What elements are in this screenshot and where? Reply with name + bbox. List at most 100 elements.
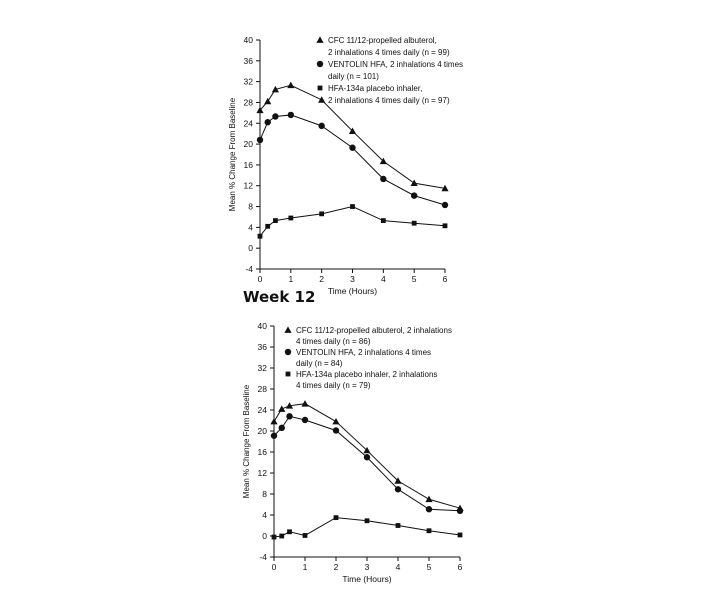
x-tick-label: 3	[350, 274, 355, 284]
y-tick-label: 20	[244, 139, 254, 149]
data-point-triangle	[318, 96, 326, 103]
y-tick-label: 12	[258, 468, 268, 478]
data-point-triangle	[278, 405, 286, 412]
data-point-circle	[256, 136, 264, 144]
y-tick-label: 36	[258, 342, 268, 352]
data-point-square	[364, 518, 370, 524]
data-point-circle	[394, 486, 402, 493]
data-point-square	[442, 223, 448, 229]
y-tick-label: -4	[245, 264, 253, 274]
data-point-circle	[456, 507, 464, 514]
legend-label: 4 times daily (n = 86)	[296, 337, 371, 346]
data-point-circle	[410, 192, 418, 199]
x-tick-label: 1	[288, 274, 293, 284]
x-tick-label: 5	[427, 562, 432, 572]
x-tick-label: 2	[319, 274, 324, 284]
data-point-triangle	[410, 179, 418, 187]
data-point-triangle	[270, 417, 278, 425]
data-point-square	[395, 523, 401, 528]
y-tick-label: 0	[248, 243, 253, 253]
legend-marker-square	[285, 371, 291, 377]
x-tick-label: 1	[303, 562, 308, 572]
y-tick-label: 12	[244, 181, 254, 191]
data-point-square	[287, 529, 292, 535]
data-point-circle	[287, 111, 295, 119]
y-tick-label: 32	[258, 363, 268, 373]
data-point-circle	[349, 144, 356, 151]
data-point-square	[273, 218, 278, 223]
legend-marker-triangle	[316, 36, 324, 43]
data-point-circle	[270, 432, 278, 439]
data-point-circle	[286, 413, 293, 420]
data-point-square	[271, 534, 277, 540]
data-point-triangle	[287, 81, 295, 89]
y-tick-label: 36	[244, 56, 254, 66]
legend-label: VENTOLIN HFA, 2 inhalations 4 times	[296, 348, 431, 357]
y-tick-label: 16	[244, 160, 254, 170]
data-point-triangle	[425, 495, 433, 503]
data-point-circle	[425, 506, 433, 513]
data-point-triangle	[379, 157, 387, 165]
legend-label: 2 inhalations 4 times daily (n = 99)	[328, 48, 450, 57]
y-tick-label: 8	[262, 489, 267, 499]
data-point-square	[265, 223, 271, 229]
legend-label: 4 times daily (n = 79)	[296, 381, 371, 390]
y-tick-label: 32	[244, 77, 254, 87]
x-tick-label: 3	[365, 562, 370, 572]
data-point-triangle	[256, 106, 264, 114]
y-tick-label: 8	[248, 202, 253, 212]
data-point-triangle	[264, 97, 272, 105]
y-tick-label: 28	[244, 97, 254, 107]
y-axis-label: Mean % Change From Baseline	[228, 97, 237, 211]
data-point-triangle	[348, 127, 357, 134]
data-point-square	[380, 218, 386, 223]
data-point-circle	[264, 119, 271, 126]
data-point-triangle	[301, 400, 309, 407]
legend-label: HFA-134a placebo inhaler,	[328, 84, 422, 93]
section-title-week-12: Week 12	[243, 288, 316, 306]
legend-label: CFC 11/12-propelled albuterol, 2 inhalat…	[296, 326, 452, 335]
data-point-circle	[301, 416, 309, 424]
data-point-square	[302, 533, 308, 538]
data-point-triangle	[394, 477, 402, 484]
series-line-circle	[273, 415, 461, 512]
y-tick-label: 4	[262, 510, 267, 520]
data-point-triangle	[332, 417, 340, 425]
data-point-triangle	[441, 184, 449, 192]
y-tick-label: 24	[244, 118, 254, 128]
legend-label: 2 inhalations 4 times daily (n = 97)	[328, 96, 450, 105]
x-tick-label: 4	[396, 562, 401, 572]
data-point-square	[257, 233, 263, 239]
y-tick-label: 24	[258, 405, 268, 415]
y-tick-label: 20	[258, 426, 268, 436]
data-point-circle	[380, 175, 387, 183]
data-point-triangle	[285, 402, 294, 409]
legend-label: daily (n = 101)	[328, 72, 379, 81]
y-tick-label: 40	[244, 35, 254, 45]
data-point-circle	[363, 454, 371, 461]
x-tick-label: 5	[412, 274, 417, 284]
x-tick-label: 0	[258, 274, 263, 284]
data-point-triangle	[271, 85, 280, 93]
x-tick-label: 0	[272, 562, 277, 572]
data-point-triangle	[363, 446, 371, 454]
data-point-square	[288, 215, 294, 221]
data-point-square	[411, 220, 417, 226]
legend-label: HFA-134a placebo inhaler, 2 inhalations	[296, 370, 437, 379]
x-tick-label: 2	[334, 562, 339, 572]
data-point-circle	[318, 122, 325, 130]
data-point-square	[457, 532, 463, 538]
x-axis-label: Time (Hours)	[342, 574, 391, 584]
x-tick-label: 4	[381, 274, 386, 284]
data-point-square	[350, 204, 355, 209]
data-point-circle	[272, 113, 279, 120]
legend-label: VENTOLIN HFA, 2 inhalations 4 times	[328, 60, 463, 69]
y-tick-label: 40	[258, 321, 268, 331]
data-point-square	[333, 515, 339, 521]
legend-marker-circle	[316, 60, 324, 68]
data-point-square	[426, 528, 432, 534]
y-tick-label: 16	[258, 447, 268, 457]
